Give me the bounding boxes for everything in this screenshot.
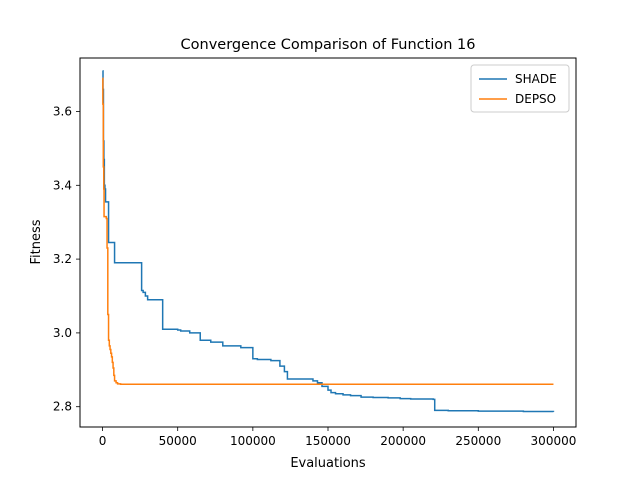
chart-title: Convergence Comparison of Function 16 [181,37,476,53]
legend: SHADE DEPSO [470,64,570,113]
y-axis-label: Fitness [29,219,44,264]
legend-label-shade: SHADE [515,72,557,86]
x-tick-label: 0 [99,434,107,448]
plot-lines [102,70,555,413]
y-tick-label: 3.2 [53,252,72,266]
x-tick-label: 100000 [230,434,276,448]
y-axis-ticks: 2.8 3.0 3.2 3.4 3.6 [53,105,80,414]
y-tick-label: 2.8 [53,400,72,414]
x-tick-label: 150000 [305,434,351,448]
y-tick-label: 3.6 [53,105,72,119]
x-axis-label: Evaluations [290,456,366,471]
y-tick-label: 3.4 [53,178,72,192]
y-tick-label: 3.0 [53,326,72,340]
x-tick-label: 300000 [531,434,577,448]
x-tick-label: 200000 [380,434,426,448]
legend-label-depso: DEPSO [515,92,556,106]
x-axis-ticks: 0 50000 100000 150000 200000 250000 300000 [99,427,577,448]
x-tick-label: 50000 [159,434,197,448]
x-tick-label: 250000 [455,434,501,448]
series-line-shade [102,70,555,413]
legend-box [470,64,570,113]
series-line-depso [102,77,554,385]
